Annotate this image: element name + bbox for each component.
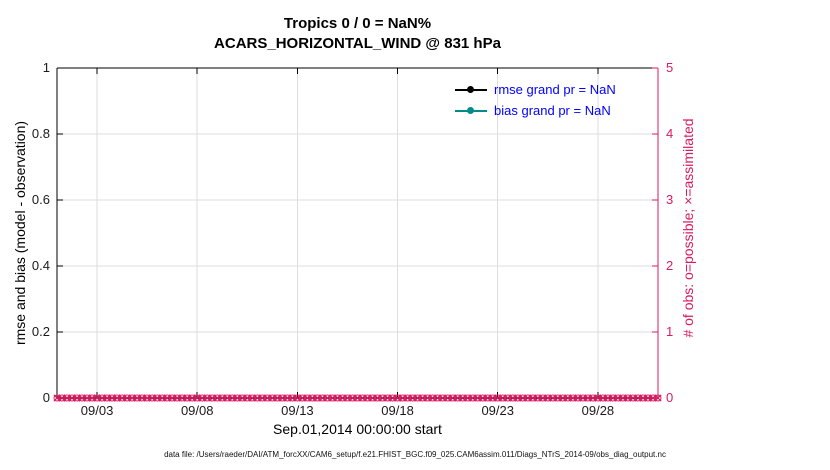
y-axis-label-left: rmse and bias (model - observation) — [12, 120, 28, 346]
y-tick-label-left: 0 — [43, 390, 50, 405]
x-tick-label: 09/18 — [381, 403, 414, 418]
y-tick-label-left: 0.8 — [32, 126, 50, 141]
y-tick-labels-right: 0 1 2 3 4 5 — [666, 60, 673, 405]
legend-label: rmse grand pr = NaN — [494, 82, 616, 97]
x-tick-label: 09/28 — [582, 403, 615, 418]
x-tick-label: 09/23 — [481, 403, 514, 418]
y-tick-label-right: 1 — [666, 324, 673, 339]
legend: rmse grand pr = NaN bias grand pr = NaN — [455, 79, 616, 121]
y-tick-label-right: 3 — [666, 192, 673, 207]
y-tick-label-left: 0.6 — [32, 192, 50, 207]
chart-title-line2: ACARS_HORIZONTAL_WIND @ 831 hPa — [214, 35, 501, 52]
data-file-caption: data file: /Users/raeder/DAI/ATM_forcXX/… — [164, 450, 666, 459]
y-tick-label-left: 0.2 — [32, 324, 50, 339]
y-tick-label-right: 2 — [666, 258, 673, 273]
legend-entry-rmse: rmse grand pr = NaN — [455, 79, 616, 100]
right-tick-marks — [652, 67, 658, 399]
y-tick-labels-left: 0 0.2 0.4 0.6 0.8 1 — [32, 60, 50, 405]
x-axis-label: Sep.01,2014 00:00:00 start — [273, 421, 442, 437]
chart-title: Tropics 0 / 0 = NaN% ACARS_HORIZONTAL_WI… — [57, 14, 658, 54]
x-tick-label: 09/13 — [281, 403, 314, 418]
legend-line-marker-icon — [455, 85, 487, 94]
y-tick-label-left: 1 — [43, 60, 50, 75]
x-tick-label: 09/08 — [181, 403, 214, 418]
chart-title-line1: Tropics 0 / 0 = NaN% — [283, 15, 432, 32]
y-tick-label-right: 4 — [666, 126, 673, 141]
y-tick-label-right: 5 — [666, 60, 673, 75]
legend-line-marker-icon — [455, 106, 487, 115]
legend-label: bias grand pr = NaN — [494, 103, 611, 118]
y-tick-label-left: 0.4 — [32, 258, 50, 273]
obs-possible-markers — [53, 394, 662, 402]
obs-assimilated-markers — [53, 394, 662, 402]
x-tick-label: 09/03 — [81, 403, 114, 418]
y-tick-label-right: 0 — [666, 390, 673, 405]
x-tick-labels: 09/03 09/08 09/13 09/18 09/23 09/28 — [81, 403, 614, 418]
y-axis-label-right: # of obs: o=possible; ×=assimilated — [680, 118, 696, 338]
legend-entry-bias: bias grand pr = NaN — [455, 100, 616, 121]
